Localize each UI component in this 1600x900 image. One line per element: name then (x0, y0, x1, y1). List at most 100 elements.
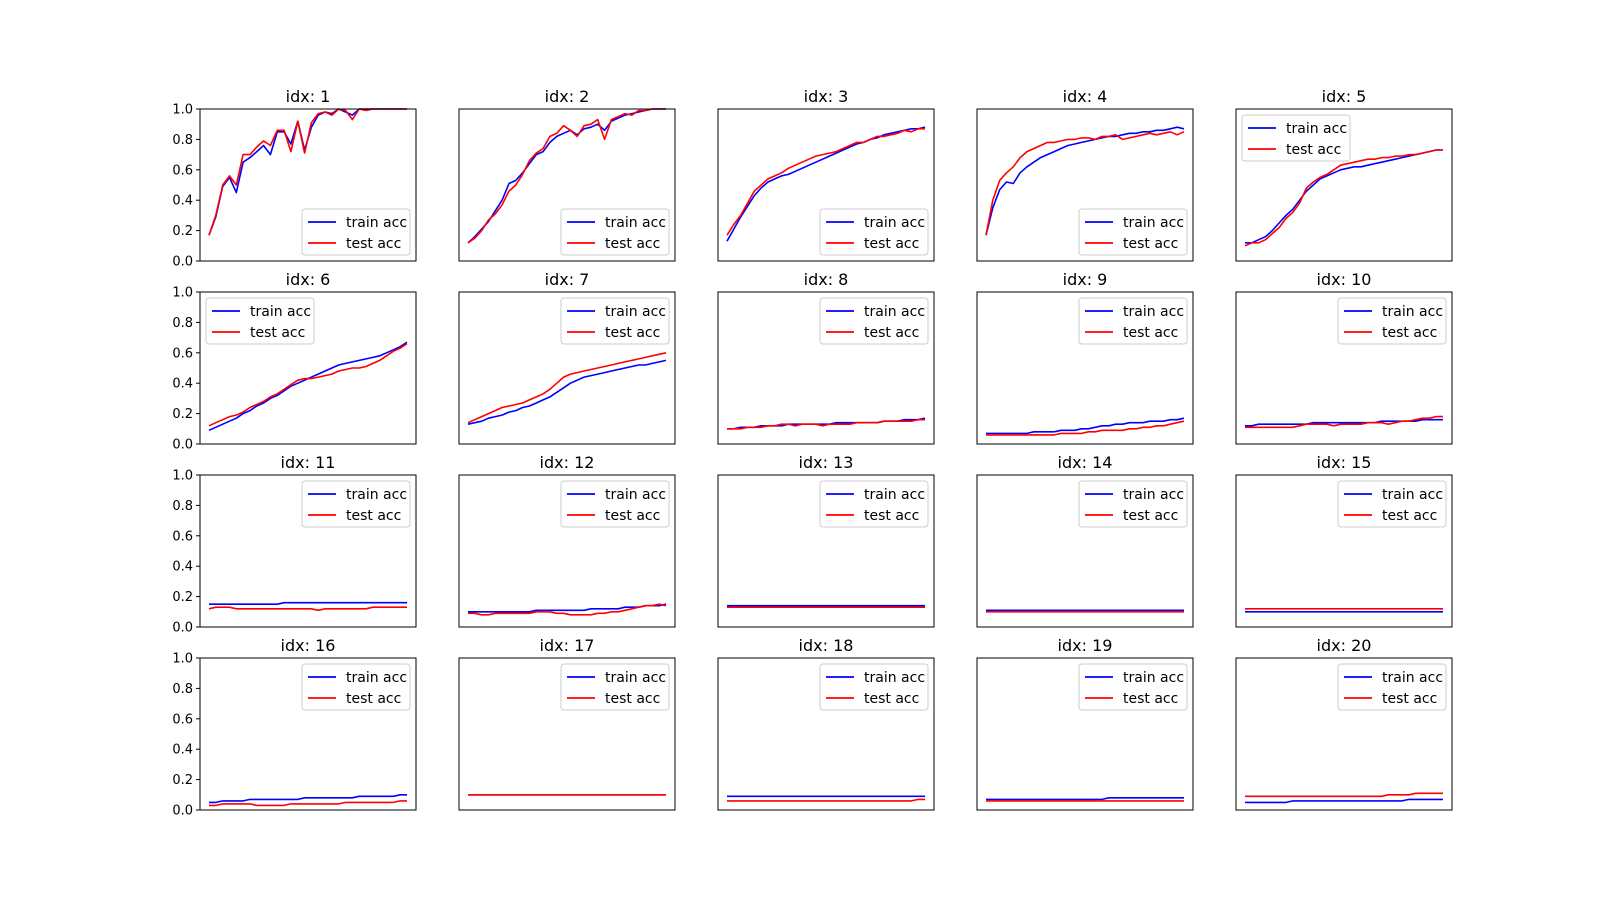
legend: train acc test acc (1337, 663, 1447, 711)
y-tick-label: 0.6 (172, 529, 193, 544)
axes-frame (976, 108, 1194, 262)
legend-test-label: test acc (864, 236, 919, 252)
legend-train-label: train acc (864, 487, 925, 503)
subplot-title: idx: 5 (1322, 87, 1367, 106)
legend-train-label: train acc (864, 215, 925, 231)
legend: train acc test acc (819, 480, 929, 528)
subplot-title: idx: 14 (1058, 453, 1113, 472)
subplot-1: idx: 1 0.0 0.2 0.4 0.6 0.8 1.0 train acc test ac… (172, 87, 417, 270)
train-acc-line (468, 603, 667, 613)
axes-frame (717, 108, 935, 262)
series-group (985, 126, 1185, 236)
subplot-title: idx: 20 (1317, 636, 1372, 655)
legend-test-label: test acc (1123, 236, 1178, 252)
axes-frame (458, 108, 676, 262)
subplot-12: idx: 12 train acc test acc (458, 453, 676, 628)
axes-frame (717, 291, 935, 445)
y-tick-label: 0.8 (172, 499, 193, 514)
legend-train-label: train acc (1382, 487, 1443, 503)
y-tick-label: 0.4 (172, 377, 193, 392)
series-group (1245, 607, 1443, 613)
axes-frame (976, 291, 1194, 445)
subplot-2: idx: 2 train acc test acc (458, 87, 676, 262)
test-acc-line (986, 420, 1185, 436)
legend: train acc test acc (1078, 208, 1188, 256)
y-tick-label: 0.4 (172, 743, 193, 758)
axes-frame (976, 657, 1194, 811)
train-acc-line (467, 108, 666, 244)
legend-test-label: test acc (1123, 691, 1178, 707)
subplot-8: idx: 8 train acc test acc (717, 270, 935, 445)
legend: train acc test acc (819, 208, 929, 256)
test-acc-line (1245, 415, 1443, 429)
train-acc-line (985, 126, 1185, 236)
train-acc-line (986, 417, 1185, 435)
subplot-title: idx: 7 (545, 270, 590, 289)
subplot-16: idx: 16 0.0 0.2 0.4 0.6 0.8 1.0 train acc test a… (172, 636, 417, 819)
legend: train acc test acc (1078, 663, 1188, 711)
legend-test-label: test acc (864, 508, 919, 524)
train-acc-line (209, 793, 407, 804)
y-tick-label: 0.2 (172, 773, 193, 788)
legend-train-label: train acc (1123, 304, 1184, 320)
legend: train acc test acc (301, 663, 411, 711)
subplot-9: idx: 9 train acc test acc (976, 270, 1194, 445)
legend-test-label: test acc (346, 236, 401, 252)
legend: train acc test acc (560, 480, 670, 528)
legend: train acc test acc (1078, 297, 1188, 345)
axes-frame (458, 657, 676, 811)
legend-train-label: train acc (605, 304, 666, 320)
series-group (1245, 415, 1443, 429)
train-acc-line (726, 126, 926, 242)
subplot-title: idx: 10 (1317, 270, 1372, 289)
y-tick-label: 0.4 (172, 194, 193, 209)
axes-frame (458, 291, 676, 445)
subplot-18: idx: 18 train acc test acc (717, 636, 935, 811)
series-group (467, 352, 667, 425)
series-group (1244, 149, 1443, 247)
legend-train-label: train acc (605, 670, 666, 686)
subplot-title: idx: 18 (799, 636, 854, 655)
train-acc-line (467, 359, 667, 425)
y-tick-label: 0.8 (172, 316, 193, 331)
series-group (727, 795, 925, 802)
subplot-13: idx: 13 train acc test acc (717, 453, 935, 628)
test-acc-line (208, 343, 408, 427)
subplot-title: idx: 17 (540, 636, 595, 655)
axes-frame (199, 474, 417, 628)
subplot-title: idx: 2 (545, 87, 590, 106)
test-acc-line (467, 108, 666, 244)
subplot-4: idx: 4 train acc test acc (976, 87, 1194, 262)
subplot-title: idx: 1 (286, 87, 331, 106)
y-tick-label: 0.6 (172, 712, 193, 727)
axes-frame (1235, 474, 1453, 628)
legend: train acc test acc (560, 297, 670, 345)
y-tick-label: 0.2 (172, 407, 193, 422)
y-tick-label: 0.0 (172, 255, 193, 270)
legend-test-label: test acc (346, 691, 401, 707)
legend-train-label: train acc (605, 215, 666, 231)
legend-test-label: test acc (605, 325, 660, 341)
train-acc-line (1245, 798, 1443, 804)
subplot-grid: idx: 1 0.0 0.2 0.4 0.6 0.8 1.0 train acc test ac… (172, 87, 1453, 819)
subplot-3: idx: 3 train acc test acc (717, 87, 935, 262)
legend-train-label: train acc (1382, 670, 1443, 686)
train-acc-line (209, 601, 407, 606)
subplot-title: idx: 6 (286, 270, 331, 289)
legend: train acc test acc (560, 663, 670, 711)
series-group (726, 126, 926, 242)
subplot-title: idx: 19 (1058, 636, 1113, 655)
test-acc-line (1245, 792, 1443, 798)
subplot-19: idx: 19 train acc test acc (976, 636, 1194, 811)
subplot-title: idx: 4 (1063, 87, 1108, 106)
legend-test-label: test acc (346, 508, 401, 524)
series-group (986, 417, 1185, 436)
y-tick-label: 0.2 (172, 224, 193, 239)
test-acc-line (467, 352, 667, 424)
y-tick-label: 0.8 (172, 133, 193, 148)
y-tick-label: 0.0 (172, 621, 193, 636)
y-tick-label: 0.0 (172, 438, 193, 453)
legend-test-label: test acc (605, 236, 660, 252)
axes-frame (199, 657, 417, 811)
legend-train-label: train acc (864, 304, 925, 320)
